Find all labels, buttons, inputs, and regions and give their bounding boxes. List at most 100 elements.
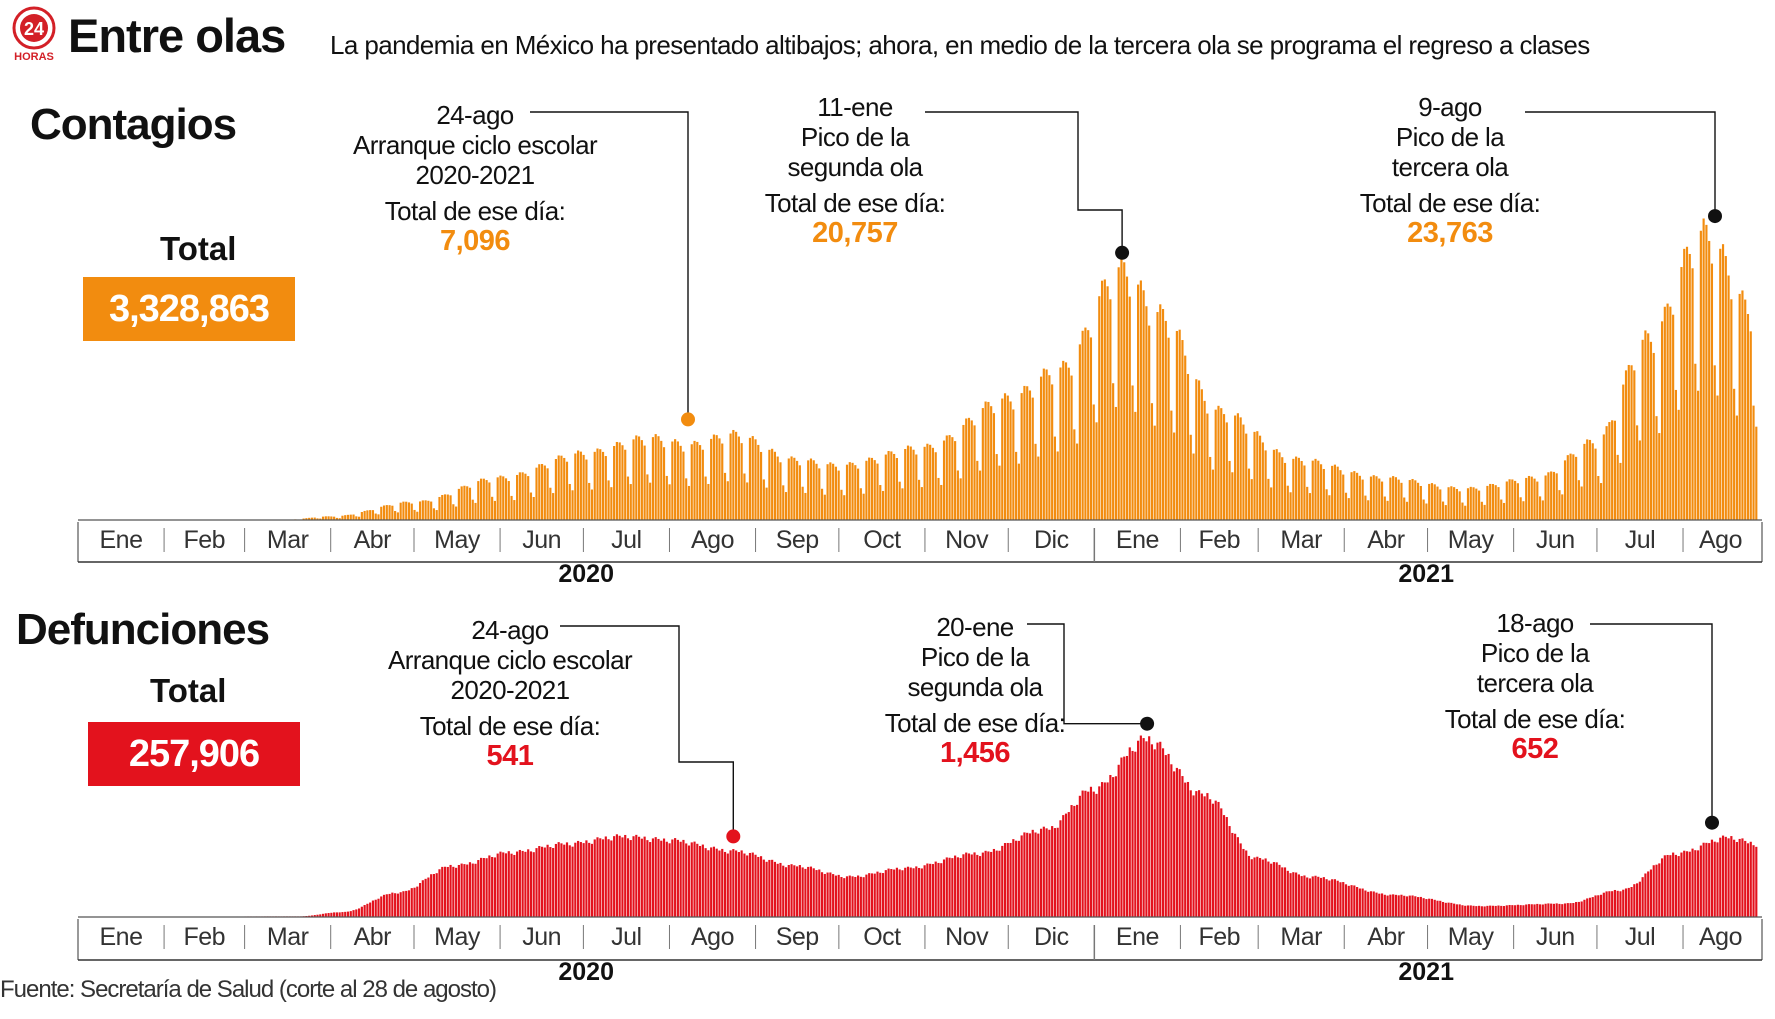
defunciones-bar	[1588, 897, 1592, 917]
contagios-bar	[1561, 494, 1564, 520]
contagios-bar	[1134, 411, 1137, 520]
defunciones-year-label: 2020	[558, 958, 614, 986]
defunciones-month-label: Nov	[945, 923, 989, 951]
contagios-bar	[823, 494, 826, 520]
contagios-bar	[549, 487, 552, 520]
contagios-bar	[649, 482, 652, 520]
contagios-bar	[798, 465, 801, 520]
contagios-bar	[1691, 268, 1694, 520]
defunciones-bar	[1708, 843, 1711, 917]
defunciones-bar	[446, 866, 449, 917]
contagios-bar	[1120, 256, 1123, 520]
defunciones-bar	[504, 853, 508, 917]
contagios-bar	[826, 464, 829, 520]
defunciones-bar	[1724, 836, 1727, 917]
contagios-bar	[657, 436, 660, 520]
contagios-bar	[1242, 424, 1245, 520]
contagios-bar	[1400, 482, 1403, 520]
contagios-bar	[1660, 321, 1664, 520]
defunciones-bar	[682, 839, 685, 917]
defunciones-bar	[1616, 890, 1619, 917]
contagios-bar	[1295, 456, 1298, 520]
defunciones-bar	[413, 887, 416, 917]
defunciones-bar	[843, 878, 846, 917]
defunciones-bar	[615, 834, 618, 917]
defunciones-bar	[510, 853, 513, 917]
defunciones-bar	[399, 892, 402, 917]
contagios-bar	[679, 445, 682, 520]
contagios-bar	[998, 465, 1001, 520]
defunciones-bar	[1067, 812, 1070, 917]
defunciones-bar	[1530, 904, 1533, 917]
defunciones-bar	[1480, 906, 1483, 917]
defunciones-bar	[1417, 897, 1420, 917]
defunciones-bar	[579, 842, 582, 917]
contagios-bar	[1161, 309, 1165, 520]
defunciones-bar	[668, 843, 671, 917]
contagios-bar	[1214, 409, 1217, 520]
defunciones-bar	[629, 840, 632, 917]
contagios-bar	[1303, 465, 1306, 520]
defunciones-bar	[646, 840, 649, 917]
defunciones-bar	[809, 866, 813, 917]
contagios-bar	[1369, 476, 1373, 520]
defunciones-bar	[765, 861, 768, 917]
contagios-bar	[829, 462, 832, 520]
contagios-bar	[421, 500, 424, 520]
contagios-bar	[1186, 373, 1190, 520]
contagios-bar	[1092, 404, 1095, 520]
contagios-bar	[1741, 290, 1744, 520]
contagios-bar	[638, 436, 641, 520]
contagios-bar	[319, 518, 322, 520]
contagios-bar	[496, 477, 499, 520]
defunciones-bar	[554, 843, 557, 917]
contagios-bar	[510, 495, 513, 520]
contagios-bar	[973, 425, 976, 520]
contagios-bar	[987, 401, 990, 520]
defunciones-bar	[1150, 744, 1154, 917]
defunciones-bar	[1716, 842, 1719, 917]
contagios-month-label: Jun	[1536, 526, 1575, 554]
contagios-bar	[737, 436, 740, 520]
defunciones-bar	[382, 894, 386, 917]
contagios-bar	[363, 510, 366, 520]
contagios-bar	[1677, 409, 1680, 520]
contagios-bar	[1112, 383, 1115, 520]
defunciones-bar	[557, 842, 560, 917]
defunciones-bar	[1378, 893, 1381, 917]
contagios-bar	[859, 488, 862, 520]
defunciones-bar	[696, 843, 699, 917]
contagios-bar	[1627, 364, 1630, 520]
defunciones-bar	[1137, 740, 1140, 917]
defunciones-bar	[635, 834, 638, 917]
contagios-bar	[787, 458, 790, 520]
defunciones-bar	[1081, 790, 1084, 917]
defunciones-bar	[432, 874, 436, 917]
contagios-bar	[466, 486, 469, 520]
defunciones-bar	[502, 852, 505, 917]
defunciones-bar	[1602, 892, 1605, 917]
defunciones-bar	[377, 898, 380, 917]
contagios-bar	[1705, 224, 1708, 520]
defunciones-bar	[1422, 898, 1425, 917]
contagios-bar	[352, 514, 355, 520]
defunciones-bar	[449, 864, 452, 917]
defunciones-bar	[729, 850, 732, 917]
page-title: Entre olas	[68, 9, 286, 62]
contagios-bar	[1461, 502, 1464, 520]
contagios-bar	[771, 448, 774, 520]
contagios-year-label: 2021	[1398, 560, 1454, 588]
defunciones-bar	[662, 838, 666, 917]
contagios-bar	[1408, 480, 1411, 520]
contagios-bar	[965, 418, 968, 520]
defunciones-bar	[344, 911, 347, 917]
defunciones-bar	[884, 870, 887, 917]
contagios-bar	[1084, 327, 1087, 520]
contagios-bar	[881, 490, 885, 520]
contagios-month-label: Sep	[776, 526, 819, 554]
defunciones-bar	[934, 861, 937, 917]
defunciones-bar	[1699, 845, 1702, 917]
contagios-bar	[1015, 451, 1018, 520]
defunciones-bar	[748, 852, 752, 917]
contagios-bar	[621, 445, 624, 520]
